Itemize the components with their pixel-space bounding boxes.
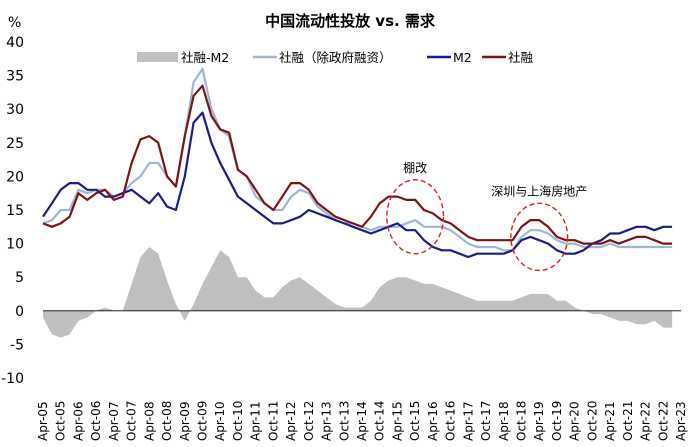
x-tick-label-27: Oct-18 (515, 401, 529, 441)
series-line-ex-gov (42, 67, 673, 252)
y-tick-label-8: 30 (6, 102, 24, 118)
series-line-m2 (42, 111, 673, 259)
x-tick-label-3: Oct-06 (89, 401, 103, 441)
legend-swatch-area (137, 52, 178, 62)
x-tick-label-34: Apr-22 (639, 401, 653, 441)
x-tick-label-36: Apr-23 (674, 401, 688, 441)
x-tick-label-14: Apr-12 (284, 401, 298, 441)
series-area-tsf-minus-m2 (43, 246, 673, 338)
x-tick-label-25: Oct-17 (479, 401, 493, 441)
x-tick-label-31: Oct-20 (585, 401, 599, 441)
series-line-tsf (42, 84, 673, 245)
y-tick-label-3: 5 (15, 270, 24, 286)
x-tick-label-23: Oct-16 (444, 401, 458, 441)
x-tick-label-29: Oct-19 (550, 401, 564, 441)
y-tick-label-6: 20 (6, 169, 24, 185)
x-tick-label-10: Apr-10 (213, 401, 227, 441)
x-axis: Apr-05 Oct-05 Apr-06 Oct-06 Apr-07 Oct-07 Apr-… (36, 401, 688, 441)
annotation-circle-1 (510, 202, 569, 272)
annotation-circle-0 (386, 179, 445, 255)
x-tick-label-22: Apr-16 (426, 401, 440, 441)
x-tick-label-4: Apr-07 (107, 401, 121, 441)
y-tick-label-7: 25 (6, 136, 24, 152)
x-tick-label-19: Oct-14 (373, 401, 387, 441)
x-tick-label-16: Apr-13 (320, 401, 334, 441)
x-tick-label-9: Oct-09 (196, 401, 210, 441)
x-tick-label-30: Apr-20 (568, 401, 582, 441)
x-tick-label-35: Oct-22 (656, 401, 670, 441)
x-tick-label-20: Apr-15 (390, 401, 404, 441)
chart-title: 中国流动性投放 vs. 需求 (265, 12, 436, 30)
x-tick-label-26: Apr-18 (497, 401, 511, 441)
legend-label-area: 社融-M2 (181, 50, 229, 65)
y-tick-label-4: 10 (6, 237, 24, 253)
x-tick-label-1: Oct-05 (54, 401, 68, 441)
legend-label-m2: M2 (453, 50, 472, 65)
y-tick-label-10: 40 (6, 35, 24, 51)
x-tick-label-8: Apr-09 (178, 401, 192, 441)
x-tick-label-15: Oct-12 (302, 401, 316, 441)
x-tick-label-21: Oct-15 (408, 401, 422, 441)
x-tick-label-24: Apr-17 (461, 401, 475, 441)
y-tick-label-2: 0 (15, 304, 24, 320)
x-tick-label-0: Apr-05 (36, 401, 50, 441)
x-tick-label-12: Apr-11 (249, 401, 263, 441)
y-tick-label-9: 35 (6, 69, 24, 85)
y-unit-label: % (8, 15, 21, 31)
y-tick-label-1: -5 (10, 337, 24, 353)
x-tick-label-18: Apr-14 (355, 401, 369, 441)
legend-label-ex-gov: 社融（除政府融资） (279, 50, 392, 65)
legend-label-tsf: 社融 (508, 50, 534, 65)
x-tick-label-2: Apr-06 (71, 401, 85, 441)
x-tick-label-28: Apr-19 (532, 401, 546, 441)
y-tick-label-5: 15 (6, 203, 24, 219)
annotation-label-0: 棚改 (403, 160, 427, 175)
x-tick-label-5: Oct-07 (125, 401, 139, 441)
plot-area (42, 67, 681, 338)
legend: 社融-M2 社融（除政府融资） M2 社融 (137, 50, 534, 65)
x-tick-label-17: Oct-13 (337, 401, 351, 441)
x-tick-label-13: Oct-11 (266, 401, 280, 441)
x-tick-label-32: Apr-21 (603, 401, 617, 441)
x-tick-label-11: Oct-10 (231, 401, 245, 441)
annotation-label-1: 深圳与上海房地产 (491, 183, 587, 198)
y-axis: -10 -5 0 5 10 15 20 25 30 35 40 (1, 35, 24, 387)
x-tick-label-33: Oct-21 (621, 401, 635, 441)
x-tick-label-6: Apr-08 (142, 401, 156, 441)
x-tick-label-7: Oct-08 (160, 401, 174, 441)
y-tick-label-0: -10 (1, 371, 24, 387)
